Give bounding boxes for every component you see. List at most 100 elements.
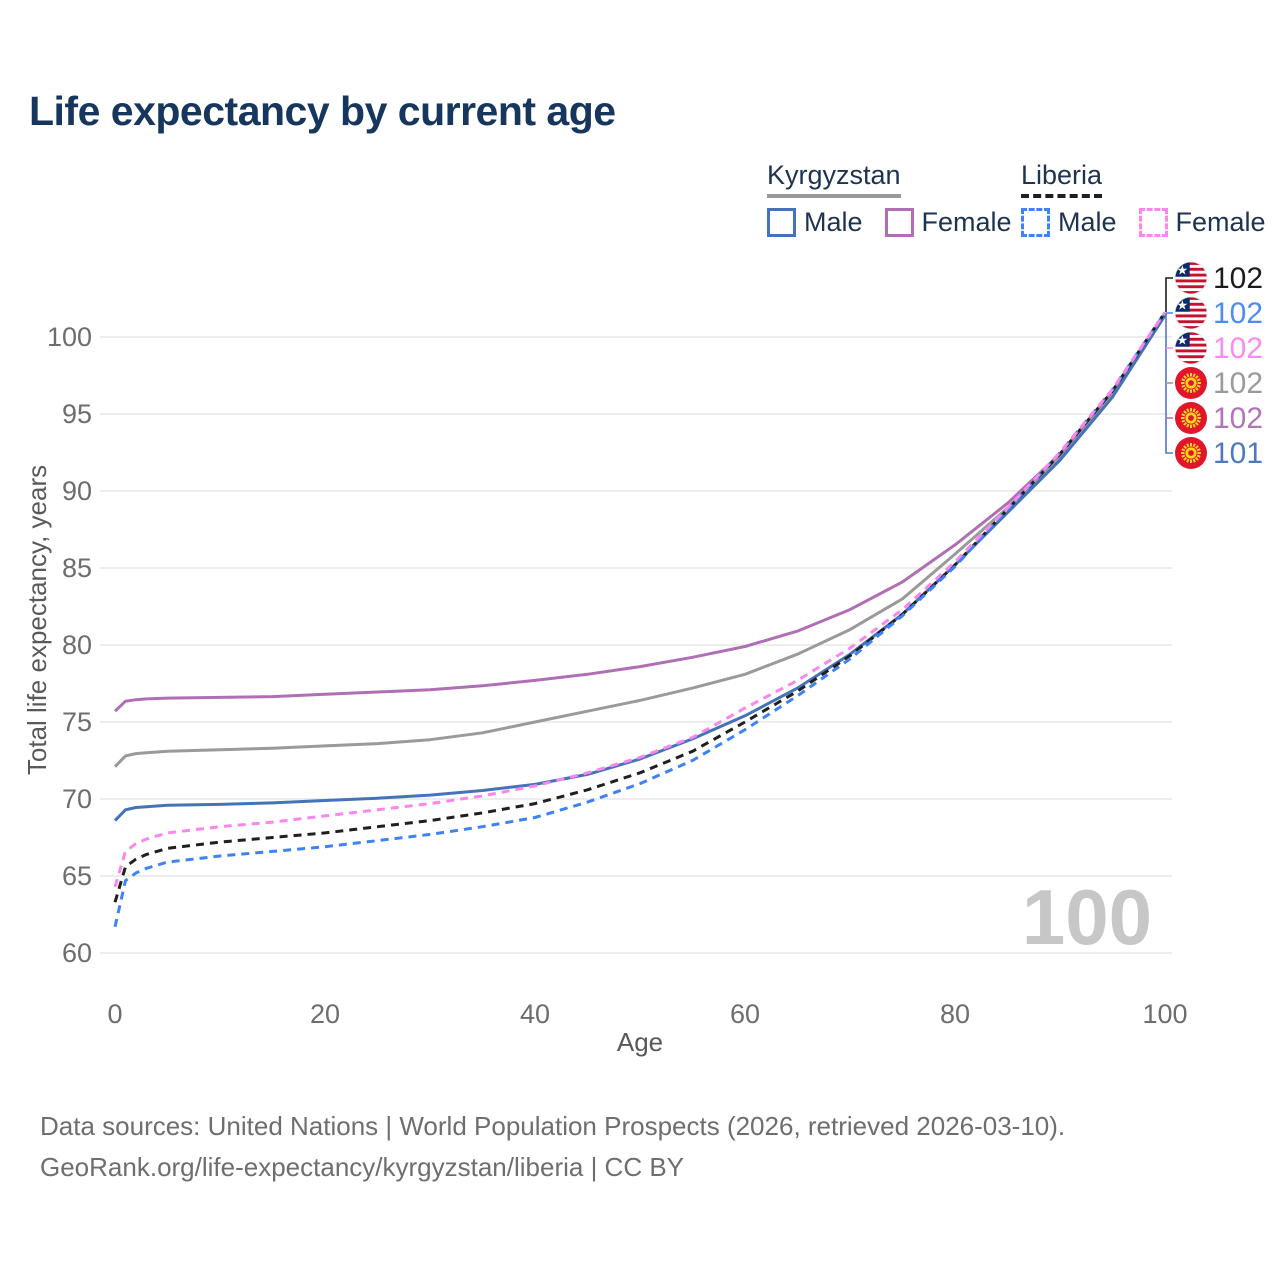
flag-stripe xyxy=(1175,273,1207,277)
flag-stripe xyxy=(1175,340,1207,345)
legend-label-kyrgyzstan-female: Female xyxy=(921,207,1012,237)
flag-stripe xyxy=(1175,308,1207,312)
flag-stripe xyxy=(1175,305,1207,310)
x-tick-label-80: 80 xyxy=(940,999,970,1029)
legend-swatch-liberia-male xyxy=(1021,208,1050,237)
sun-ray xyxy=(1183,421,1188,426)
sun-ray xyxy=(1183,410,1188,415)
flag-stripe xyxy=(1175,279,1207,283)
legend-group-liberia: Liberia Male Female xyxy=(1021,160,1266,238)
x-tick-label-20: 20 xyxy=(310,999,340,1029)
sun-ray xyxy=(1194,421,1199,426)
flag-star: ★ xyxy=(1177,297,1189,312)
flag-stripe xyxy=(1175,361,1207,364)
y-tick-label-60: 60 xyxy=(62,938,92,968)
sun-center xyxy=(1188,450,1194,456)
sun-ray xyxy=(1183,375,1188,380)
flag-stripe xyxy=(1175,264,1207,269)
sun-ray xyxy=(1192,423,1196,428)
sun-ray xyxy=(1186,373,1190,378)
flag-stripe xyxy=(1175,299,1207,304)
series-lines xyxy=(113,311,1167,928)
flag-stripe xyxy=(1175,276,1207,280)
end-value-label-kyrgyzstan-male: 101 xyxy=(1213,437,1263,470)
sun-ray xyxy=(1194,410,1199,415)
legend-item-liberia-male[interactable]: Male xyxy=(1021,207,1117,238)
legend-swatch-kyrgyzstan-female xyxy=(884,208,914,237)
x-tick-label-40: 40 xyxy=(520,999,550,1029)
flag-stripe xyxy=(1175,337,1207,342)
flag-stripe xyxy=(1175,302,1207,307)
series-line-liberia-male xyxy=(113,311,1167,928)
chart-legend: Kyrgyzstan Male Female Liberia Male Fema… xyxy=(0,160,1280,240)
sun-ray xyxy=(1194,386,1199,391)
sun-ray xyxy=(1186,423,1190,428)
flag-stripe xyxy=(1175,346,1207,350)
flag-stripe xyxy=(1175,320,1207,324)
flag-stripe xyxy=(1175,282,1207,286)
x-tick-label-100: 100 xyxy=(1142,999,1187,1029)
sun-ray xyxy=(1183,445,1188,450)
y-tick-label-95: 95 xyxy=(62,399,92,429)
legend-items-liberia: Male Female xyxy=(1021,207,1266,238)
sun-ray xyxy=(1196,384,1201,388)
sun-center xyxy=(1188,380,1194,386)
flag-stripe xyxy=(1175,262,1207,266)
sun-ray xyxy=(1181,448,1186,452)
y-tick-label-80: 80 xyxy=(62,630,92,660)
sun-ray xyxy=(1192,458,1196,463)
sun-ray xyxy=(1192,408,1196,413)
sun-ray xyxy=(1186,388,1190,393)
legend-items-kyrgyzstan: Male Female xyxy=(767,207,1012,238)
flag-stripe xyxy=(1175,323,1207,327)
liberia-flag-icon: ★ xyxy=(1175,262,1207,294)
sun-ray xyxy=(1194,456,1199,461)
chart-footer: Data sources: United Nations | World Pop… xyxy=(40,1106,1065,1188)
flag-stripe xyxy=(1175,311,1207,315)
grid-and-ticks: 60 65 70 75 80 85 90 95 100 0 20 40 60 80 100 xyxy=(47,322,1188,1029)
end-value-label-liberia-female: 102 xyxy=(1213,332,1263,365)
flag-stripe xyxy=(1175,288,1207,292)
page-title: Life expectancy by current age xyxy=(29,88,616,134)
end-value-label-kyrgyzstan-both-sexes: 102 xyxy=(1213,367,1263,400)
flag-star: ★ xyxy=(1177,262,1189,277)
end-value-label-liberia-both-sexes: 102 xyxy=(1213,262,1263,295)
flag-stripe xyxy=(1175,291,1207,294)
flag-stripe xyxy=(1175,285,1207,289)
georank-url[interactable]: GeoRank.org/life-expectancy/kyrgyzstan/l… xyxy=(40,1152,685,1182)
leader-line-kyrgyzstan-male xyxy=(1165,313,1173,454)
legend-item-kyrgyzstan-male[interactable]: Male xyxy=(767,207,863,238)
kyrgyzstan-flag-icon xyxy=(1175,402,1207,434)
legend-label-liberia-male: Male xyxy=(1058,207,1117,237)
sun-ray xyxy=(1196,454,1201,458)
legend-label-kyrgyzstan-male: Male xyxy=(804,207,863,237)
legend-item-liberia-female[interactable]: Female xyxy=(1138,207,1266,238)
sun-ray xyxy=(1196,413,1201,417)
end-value-label-liberia-male: 102 xyxy=(1213,297,1263,330)
sun-ray xyxy=(1181,419,1186,423)
legend-country-liberia: Liberia xyxy=(1021,160,1103,198)
sun-ray xyxy=(1196,419,1201,423)
kyrgyzstan-flag-icon xyxy=(1175,367,1207,399)
flag-ring xyxy=(1174,331,1208,365)
kyrgyzstan-flag-icon xyxy=(1175,437,1207,469)
legend-country-kyrgyzstan: Kyrgyzstan xyxy=(767,160,901,198)
flag-star: ★ xyxy=(1177,332,1189,347)
sun-ray xyxy=(1194,375,1199,380)
sun-ray xyxy=(1194,445,1199,450)
end-value-label-kyrgyzstan-female: 102 xyxy=(1213,402,1263,435)
sun-ray xyxy=(1192,443,1196,448)
series-line-liberia-both xyxy=(113,311,1167,903)
sun-ray xyxy=(1192,373,1196,378)
sun-ray xyxy=(1181,384,1186,388)
legend-item-kyrgyzstan-female[interactable]: Female xyxy=(884,207,1012,238)
sun-ray xyxy=(1186,443,1190,448)
sun-ray xyxy=(1192,388,1196,393)
flag-stripe xyxy=(1175,270,1207,275)
series-line-kyrgyzstan-female xyxy=(113,313,1167,713)
sun-ray xyxy=(1183,456,1188,461)
flag-stripe xyxy=(1175,332,1207,336)
liberia-flag-icon: ★ xyxy=(1175,332,1207,364)
sun-ray xyxy=(1196,448,1201,452)
